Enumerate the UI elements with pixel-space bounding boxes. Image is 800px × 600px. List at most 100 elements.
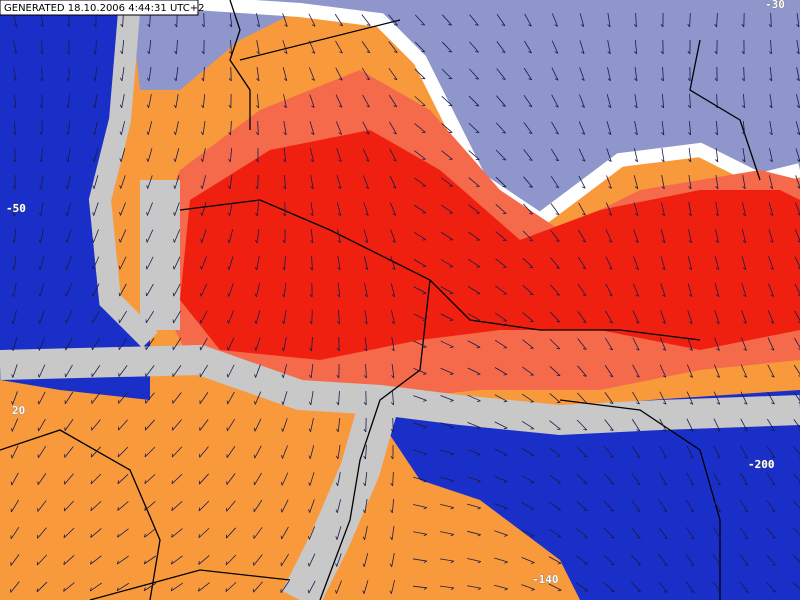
wind-arrow	[440, 340, 454, 349]
wind-arrow	[146, 175, 153, 189]
wind-arrow	[172, 310, 181, 324]
wind-arrow	[550, 257, 560, 269]
wind-arrow	[577, 311, 587, 323]
wind-arrow	[576, 392, 588, 404]
wind-arrow	[93, 39, 97, 55]
wind-arrow	[494, 421, 508, 430]
wind-arrow	[11, 337, 18, 351]
wind-arrow	[607, 67, 611, 82]
wind-arrow	[633, 202, 639, 217]
wind-arrow	[391, 364, 395, 379]
wind-arrow	[119, 67, 125, 82]
wind-arrow	[631, 500, 641, 512]
wind-arrow	[198, 555, 210, 565]
wind-arrow	[495, 204, 507, 215]
wind-arrow	[549, 420, 561, 430]
cold-region	[130, 0, 800, 220]
wind-arrow	[172, 256, 181, 270]
wind-arrow	[494, 312, 508, 322]
wind-arrow	[228, 93, 232, 109]
contour-label: 20	[12, 404, 25, 417]
wind-arrow	[765, 581, 777, 593]
wind-arrow	[254, 283, 260, 297]
wind-arrow	[92, 148, 99, 162]
wind-arrow	[225, 554, 237, 566]
wind-arrow	[335, 445, 341, 460]
country-border	[0, 0, 761, 600]
wind-arrow	[92, 202, 99, 216]
wind-arrow	[579, 67, 585, 81]
wind-arrow	[603, 555, 615, 566]
wind-arrow	[200, 256, 207, 270]
wind-arrow	[414, 14, 426, 26]
wind-arrow	[362, 526, 368, 541]
wind-arrow	[766, 527, 776, 539]
wind-arrow	[117, 473, 129, 485]
wind-arrow	[256, 13, 260, 28]
wind-arrow	[119, 202, 126, 216]
wind-arrow	[661, 175, 665, 190]
wind-arrow	[792, 554, 800, 565]
wind-arrow	[170, 582, 184, 592]
wind-arrow	[713, 445, 721, 459]
wind-arrow	[11, 283, 17, 298]
wind-arrow	[65, 256, 72, 270]
wind-arrow	[712, 499, 722, 513]
header-text: GENERATED 18.10.2006 4:44:31 UTC+2	[4, 3, 205, 14]
wind-arrow	[467, 313, 481, 322]
wind-arrow	[523, 95, 533, 108]
wind-arrow	[39, 66, 43, 82]
wind-arrow	[38, 283, 45, 297]
wind-arrow	[10, 445, 19, 459]
wind-arrow	[13, 67, 17, 82]
wind-arrow	[414, 150, 426, 160]
wind-arrow	[658, 581, 668, 593]
wind-arrow	[687, 66, 691, 82]
wind-arrow	[200, 121, 206, 136]
wind-arrow	[39, 174, 44, 190]
wind-arrow	[550, 203, 560, 216]
wind-arrow	[605, 229, 613, 243]
wind-arrow	[226, 364, 235, 378]
wind-arrow	[548, 529, 562, 538]
wind-arrow	[549, 338, 561, 350]
wind-arrow	[118, 256, 127, 270]
wind-arrow	[715, 175, 719, 190]
wind-arrow	[226, 418, 236, 432]
wind-arrow	[659, 391, 667, 405]
wind-arrow	[441, 41, 453, 53]
wind-arrow	[90, 473, 102, 485]
wind-arrow	[606, 94, 612, 109]
wind-arrow	[91, 392, 101, 404]
wind-arrow	[335, 553, 342, 567]
wind-arrow	[174, 39, 178, 55]
wind-arrow	[144, 446, 156, 458]
wind-arrow	[335, 121, 343, 135]
wind-arrow	[579, 40, 585, 54]
wind-arrow	[496, 95, 506, 107]
wind-arrow	[793, 419, 800, 431]
wind-arrow	[255, 147, 259, 163]
wind-arrow	[118, 392, 128, 404]
wind-arrow	[576, 555, 588, 565]
wind-arrow	[199, 283, 208, 297]
wind-arrow	[576, 446, 588, 458]
wind-arrow	[686, 418, 694, 432]
wind-arrow	[116, 555, 129, 565]
wind-arrow	[521, 475, 535, 484]
wind-arrow	[660, 66, 664, 82]
wind-arrow	[173, 94, 179, 109]
wind-arrow	[413, 449, 427, 456]
wind-arrow	[40, 39, 44, 55]
wind-arrow	[688, 229, 692, 244]
wind-arrow	[414, 41, 426, 53]
wind-arrow	[146, 121, 153, 135]
wind-arrow	[792, 582, 800, 592]
wind-arrow	[39, 93, 43, 109]
wind-arrow	[309, 255, 313, 271]
wind-arrow	[632, 391, 640, 405]
wind-arrow	[603, 500, 615, 512]
wind-arrow	[440, 585, 455, 590]
wind-arrow	[522, 312, 534, 322]
wind-arrow	[172, 283, 181, 297]
